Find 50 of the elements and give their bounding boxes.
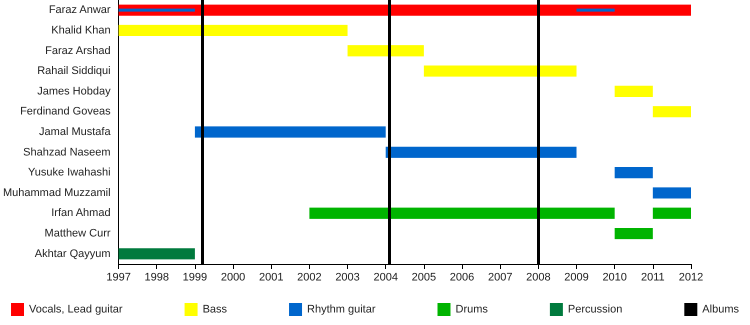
- x-tick-label: 2000: [220, 272, 246, 284]
- x-tick-label: 2011: [641, 272, 665, 284]
- y-tick-label: Ferdinand Goveas: [20, 106, 112, 118]
- legend-label: Drums: [456, 304, 488, 316]
- bar: [386, 146, 577, 158]
- x-tick-label: 1998: [144, 272, 169, 284]
- bar: [652, 208, 691, 219]
- y-tick-label: Khalid Khan: [51, 24, 111, 36]
- y-tick-label: Faraz Arshad: [45, 44, 111, 57]
- y-tick-label: Shahzad Naseem: [23, 146, 111, 158]
- y-tick-label: Irfan Ahmad: [51, 207, 111, 220]
- bar: [614, 167, 653, 178]
- bar: [118, 248, 195, 260]
- x-tick-label: 2012: [678, 272, 704, 284]
- x-tick-label: 1997: [106, 272, 131, 284]
- x-tick-label: 1999: [182, 272, 208, 284]
- y-tick-label: Muhammad Muzzamil: [2, 186, 111, 199]
- x-tick-label: 2002: [297, 272, 322, 284]
- y-tick-label: Yusuke Iwahashi: [28, 166, 111, 179]
- x-tick-label: 2009: [564, 272, 589, 284]
- bar: [118, 24, 348, 36]
- x-tick-label: 2006: [450, 272, 474, 284]
- bar: [614, 86, 653, 97]
- y-tick-label: Akhtar Qayyum: [34, 248, 111, 260]
- bar: [614, 228, 653, 240]
- bar: [652, 106, 691, 118]
- legend-label: Albums: [702, 304, 740, 316]
- bar: [576, 8, 615, 12]
- y-tick-label: Faraz Anwar: [48, 4, 111, 16]
- x-tick-label: 2007: [488, 272, 512, 284]
- legend-label: Bass: [202, 304, 228, 316]
- legend-label: Percussion: [568, 304, 622, 316]
- legend-label: Vocals, Lead guitar: [29, 304, 123, 316]
- y-tick-label: James Hobday: [37, 85, 112, 98]
- bar: [348, 45, 424, 56]
- bar: [424, 65, 577, 77]
- x-tick-label: 2008: [526, 272, 551, 284]
- legend-label: Rhythm guitar: [307, 304, 376, 316]
- x-tick-label: 2004: [373, 272, 398, 284]
- x-tick-label: 2003: [335, 272, 360, 284]
- y-tick-label: Rahail Siddiqui: [37, 65, 111, 78]
- x-tick-label: 2005: [412, 272, 436, 284]
- y-tick-label: Jamal Mustafa: [39, 126, 112, 138]
- x-tick-label: 2001: [258, 272, 284, 284]
- bar: [194, 126, 386, 138]
- x-tick-label: 2010: [602, 272, 627, 284]
- bar: [309, 208, 615, 219]
- bar: [118, 4, 691, 16]
- y-tick-label: Matthew Curr: [44, 228, 111, 240]
- bar: [652, 187, 691, 199]
